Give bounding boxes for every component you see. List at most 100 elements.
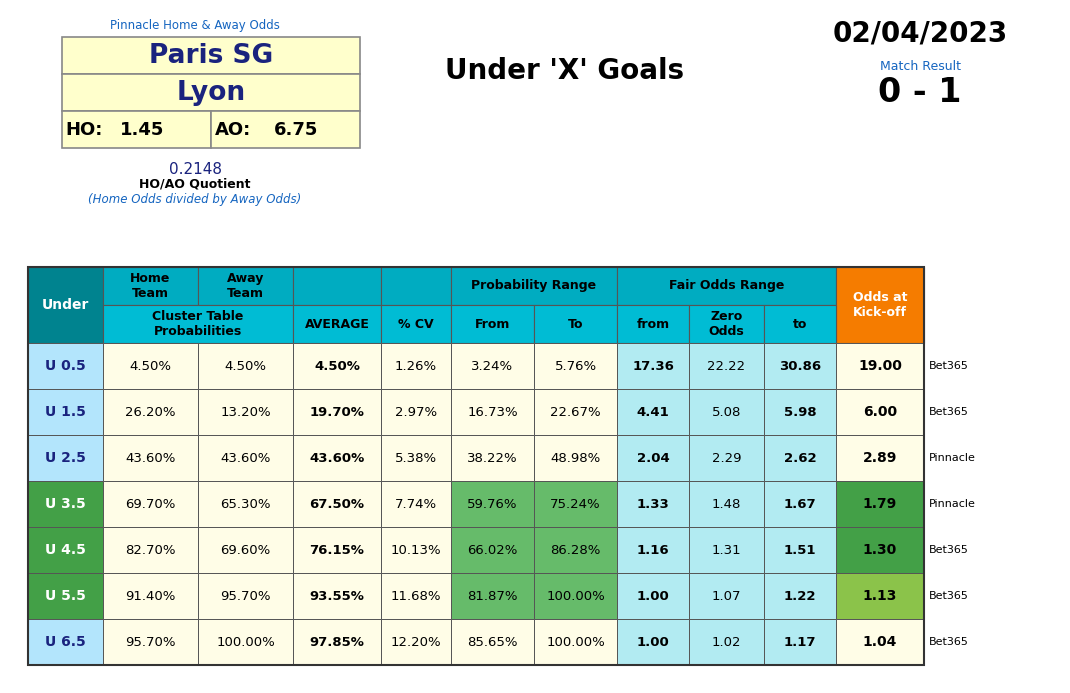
Bar — [103, 435, 198, 481]
Bar — [198, 619, 293, 665]
Bar — [836, 389, 924, 435]
Bar — [293, 343, 381, 389]
Text: 2.89: 2.89 — [862, 451, 897, 465]
Text: 1.51: 1.51 — [783, 543, 816, 556]
Text: Under: Under — [42, 298, 89, 312]
Text: 11.68%: 11.68% — [391, 590, 441, 602]
Text: 6.00: 6.00 — [862, 405, 897, 419]
Bar — [534, 389, 617, 435]
Text: 85.65%: 85.65% — [468, 635, 518, 649]
Bar — [381, 343, 450, 389]
Text: U 3.5: U 3.5 — [45, 497, 86, 511]
Text: 2.97%: 2.97% — [395, 405, 437, 419]
Text: Under 'X' Goals: Under 'X' Goals — [445, 57, 685, 85]
Bar — [293, 389, 381, 435]
Text: 66.02%: 66.02% — [468, 543, 518, 556]
Bar — [450, 619, 534, 665]
Text: 4.41: 4.41 — [637, 405, 670, 419]
Bar — [28, 619, 103, 665]
Text: 30.86: 30.86 — [779, 360, 821, 373]
Bar — [450, 267, 617, 305]
Bar — [103, 481, 198, 527]
Bar — [28, 343, 103, 389]
Text: 75.24%: 75.24% — [550, 498, 601, 511]
Text: 1.02: 1.02 — [712, 635, 742, 649]
Bar — [764, 619, 836, 665]
Text: Paris SG: Paris SG — [149, 43, 273, 69]
Bar — [450, 343, 534, 389]
Text: Bet365: Bet365 — [929, 361, 968, 371]
Text: 5.98: 5.98 — [783, 405, 816, 419]
Bar — [689, 343, 764, 389]
Bar — [764, 435, 836, 481]
Text: 4.50%: 4.50% — [129, 360, 171, 373]
Text: 1.30: 1.30 — [862, 543, 897, 557]
Text: 69.60%: 69.60% — [220, 543, 271, 556]
Bar — [103, 267, 198, 305]
Bar — [381, 389, 450, 435]
Text: Bet365: Bet365 — [929, 637, 968, 647]
Bar — [836, 343, 924, 389]
Bar — [836, 527, 924, 573]
Bar — [836, 619, 924, 665]
Text: Odds at
Kick-off: Odds at Kick-off — [853, 291, 907, 319]
Bar — [198, 389, 293, 435]
Text: 1.00: 1.00 — [637, 635, 670, 649]
Bar — [381, 305, 450, 343]
Text: 26.20%: 26.20% — [125, 405, 175, 419]
Bar — [836, 435, 924, 481]
Text: % CV: % CV — [398, 317, 433, 331]
Text: U 2.5: U 2.5 — [45, 451, 86, 465]
Bar — [28, 573, 103, 619]
Bar — [28, 389, 103, 435]
Text: 97.85%: 97.85% — [309, 635, 365, 649]
Bar — [211, 111, 360, 148]
Bar — [689, 481, 764, 527]
Text: 59.76%: 59.76% — [468, 498, 518, 511]
Text: 5.76%: 5.76% — [554, 360, 597, 373]
Bar — [534, 305, 617, 343]
Bar — [534, 481, 617, 527]
Bar — [450, 305, 534, 343]
Bar — [617, 435, 689, 481]
Bar — [62, 111, 211, 148]
Bar — [764, 343, 836, 389]
Text: 2.62: 2.62 — [783, 452, 816, 464]
Text: 43.60%: 43.60% — [125, 452, 175, 464]
Bar — [617, 389, 689, 435]
Text: 1.16: 1.16 — [637, 543, 670, 556]
Text: 1.33: 1.33 — [637, 498, 670, 511]
Text: 17.36: 17.36 — [632, 360, 674, 373]
Bar — [617, 267, 836, 305]
Text: 95.70%: 95.70% — [125, 635, 175, 649]
Text: Pinnacle: Pinnacle — [929, 499, 976, 509]
Text: 19.00: 19.00 — [858, 359, 902, 373]
Bar — [450, 435, 534, 481]
Text: U 1.5: U 1.5 — [45, 405, 86, 419]
Text: 67.50%: 67.50% — [309, 498, 365, 511]
Text: Zero
Odds: Zero Odds — [708, 310, 745, 338]
Bar — [103, 619, 198, 665]
Bar — [689, 527, 764, 573]
Bar — [617, 305, 689, 343]
Text: 19.70%: 19.70% — [309, 405, 365, 419]
Bar — [103, 573, 198, 619]
Text: Away
Team: Away Team — [227, 272, 264, 300]
Text: From: From — [475, 317, 510, 331]
Text: Pinnacle Home & Away Odds: Pinnacle Home & Away Odds — [110, 19, 280, 31]
Text: 1.17: 1.17 — [783, 635, 816, 649]
Text: 13.20%: 13.20% — [220, 405, 271, 419]
Bar — [617, 481, 689, 527]
Text: 38.22%: 38.22% — [468, 452, 518, 464]
Bar — [450, 389, 534, 435]
Bar — [534, 435, 617, 481]
Text: 48.98%: 48.98% — [550, 452, 600, 464]
Text: 02/04/2023: 02/04/2023 — [832, 19, 1008, 47]
Text: 7.74%: 7.74% — [395, 498, 437, 511]
Text: AO:: AO: — [215, 121, 251, 139]
Text: Pinnacle: Pinnacle — [929, 453, 976, 463]
Text: 10.13%: 10.13% — [391, 543, 441, 556]
Text: (Home Odds divided by Away Odds): (Home Odds divided by Away Odds) — [89, 193, 302, 206]
Text: to: to — [793, 317, 807, 331]
Text: 6.75: 6.75 — [274, 121, 318, 139]
